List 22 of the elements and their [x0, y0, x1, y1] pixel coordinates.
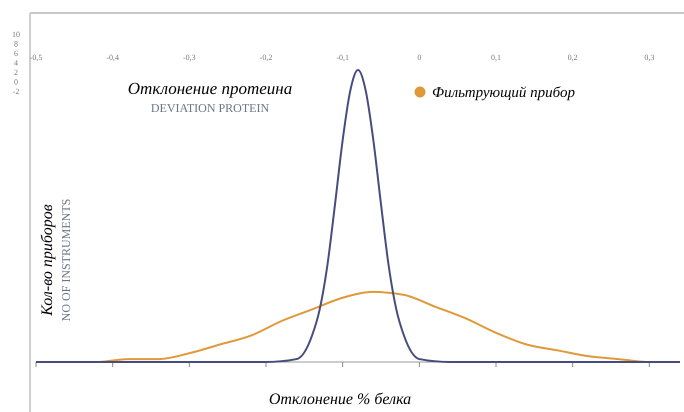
- text: -2: [12, 87, 20, 96]
- x-tick-label: -0,4: [106, 53, 120, 62]
- text: 0: [14, 78, 18, 86]
- legend-label: Фильтрующий прибор: [432, 85, 576, 101]
- x-tick-label: 0: [417, 53, 422, 62]
- text: Отклонение протеина: [128, 79, 292, 98]
- y-axis-title: Кол-во приборов: [39, 204, 56, 317]
- x-tick-label: 0,3: [644, 53, 654, 62]
- text: 10: [12, 30, 20, 39]
- x-tick-label: 0,2: [568, 53, 578, 62]
- text: 8: [14, 40, 18, 48]
- text: DEVIATION PROTEIN: [150, 101, 270, 115]
- text: 4: [14, 58, 18, 68]
- x-tick-label: 0,1: [491, 53, 501, 62]
- text: 6: [14, 49, 18, 58]
- text: 2: [14, 68, 18, 77]
- annotation: NO OF INSTRUMENTS: [59, 198, 73, 322]
- x-axis-title: Отклонение % белка: [268, 391, 412, 408]
- x-tick-label: -0,2: [260, 53, 272, 62]
- x-tick-label: -0,5: [30, 53, 42, 62]
- x-tick-label: -0,1: [336, 53, 350, 62]
- x-tick-label: -0,3: [182, 53, 196, 62]
